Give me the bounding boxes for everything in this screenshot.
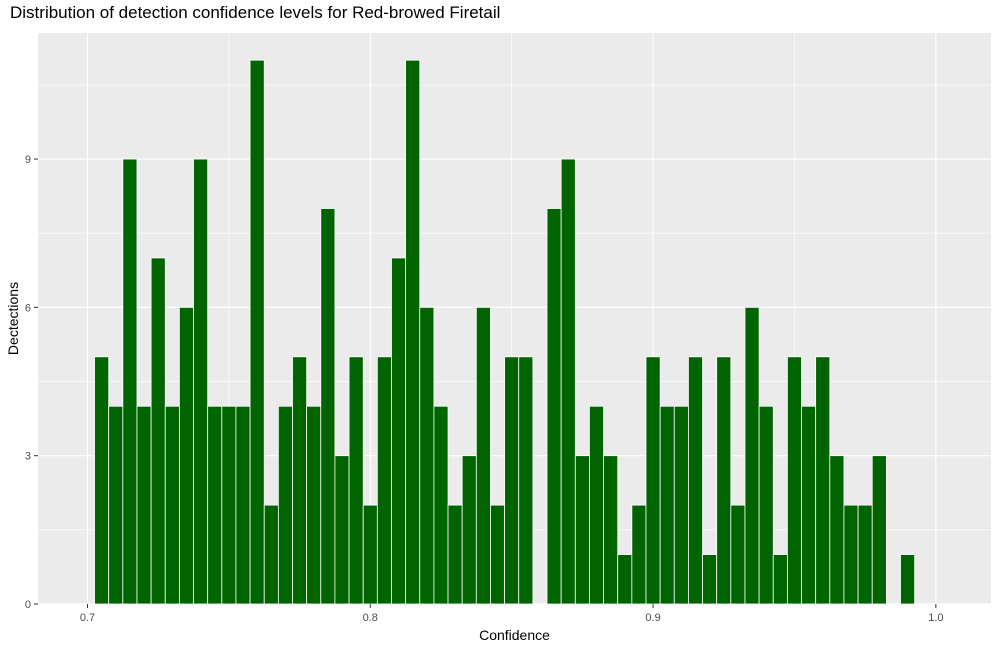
histogram-bar — [702, 554, 718, 605]
histogram-bar — [362, 504, 378, 605]
y-tick-label: 9 — [25, 154, 31, 166]
histogram-bar — [292, 356, 308, 605]
histogram-bar — [716, 356, 732, 605]
histogram-bar — [617, 554, 633, 605]
histogram-bar — [659, 405, 675, 605]
histogram-bar — [475, 306, 491, 605]
histogram-bar — [673, 405, 689, 605]
bars — [94, 59, 916, 605]
histogram-bar — [857, 504, 873, 605]
histogram-bar — [447, 504, 463, 605]
histogram-bar — [207, 405, 223, 605]
x-tick-label: 0.8 — [363, 612, 378, 624]
histogram-bar — [164, 405, 180, 605]
histogram-bar — [589, 405, 604, 605]
histogram-bar — [178, 306, 194, 605]
histogram-bar — [306, 405, 322, 605]
histogram-bar — [320, 208, 336, 605]
histogram-bar — [688, 356, 703, 605]
histogram-bar — [122, 158, 138, 605]
histogram-bar — [786, 356, 802, 605]
axis-ticks: 0.7 0.8 0.9 1.0 0 3 6 9 — [25, 154, 944, 624]
histogram-bar — [518, 356, 534, 605]
histogram-bar — [574, 455, 590, 605]
histogram-bar — [490, 504, 506, 605]
y-tick-label: 3 — [25, 451, 31, 463]
y-tick-label: 6 — [25, 302, 31, 314]
histogram-bar — [900, 554, 916, 605]
x-axis-title: Confidence — [479, 627, 550, 643]
histogram-bar — [263, 504, 279, 605]
histogram-bar — [871, 455, 887, 605]
histogram-bar — [801, 405, 817, 605]
histogram-bar — [560, 158, 576, 605]
y-axis-title: Dectections — [5, 282, 21, 355]
histogram-bar — [461, 455, 477, 605]
histogram-bar — [631, 504, 647, 605]
histogram-bar — [815, 356, 831, 605]
histogram-bar — [645, 356, 661, 605]
histogram-bar — [235, 405, 251, 605]
histogram-bar — [603, 455, 619, 605]
histogram-bar — [94, 356, 110, 605]
histogram-bar — [829, 455, 845, 605]
histogram-bar — [376, 356, 392, 605]
histogram-bar — [348, 356, 364, 605]
histogram-bar — [419, 306, 435, 605]
histogram-bar — [221, 405, 237, 605]
histogram-bar — [249, 59, 265, 605]
x-tick-label: 0.9 — [645, 612, 660, 624]
histogram-bar — [433, 405, 449, 605]
histogram-bar — [772, 554, 788, 605]
histogram-bar — [277, 405, 293, 605]
histogram-bar — [150, 257, 166, 605]
histogram-bar — [391, 257, 407, 605]
histogram-bar — [744, 306, 760, 605]
histogram-bar — [405, 59, 421, 605]
histogram-bar — [108, 405, 124, 605]
histogram-bar — [758, 405, 774, 605]
histogram-bar — [136, 405, 152, 605]
histogram-bar — [504, 356, 520, 605]
histogram-bar — [843, 504, 859, 605]
histogram-bar — [730, 504, 746, 605]
histogram-bar — [193, 158, 209, 605]
x-tick-label: 0.7 — [80, 612, 95, 624]
x-tick-label: 1.0 — [928, 612, 943, 624]
chart-title: Distribution of detection confidence lev… — [10, 3, 501, 22]
y-tick-label: 0 — [25, 599, 31, 611]
histogram-bar — [334, 455, 350, 605]
histogram-bar — [546, 208, 562, 605]
